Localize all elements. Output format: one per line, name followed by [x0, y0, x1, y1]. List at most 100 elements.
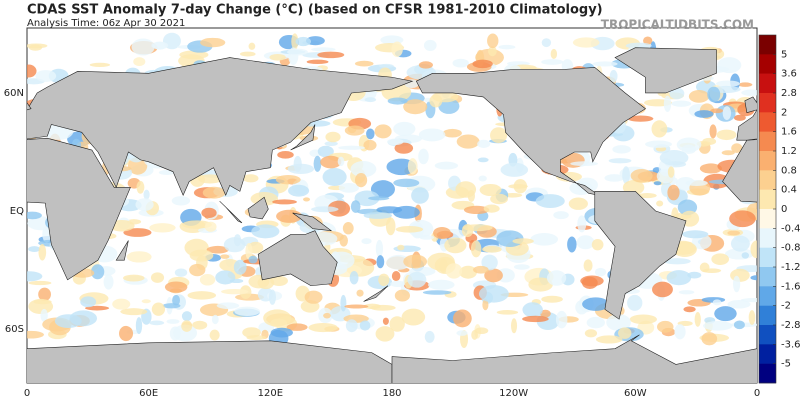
anomaly-patch: [354, 190, 380, 207]
anomaly-patch: [189, 263, 206, 277]
anomaly-patch: [375, 326, 395, 342]
anomaly-patch: [356, 289, 364, 297]
colorbar-tick-label: 2.8: [781, 88, 797, 99]
colorbar-tick-label: 3.6: [781, 69, 797, 80]
anomaly-patch: [496, 310, 519, 315]
landmass: [27, 137, 131, 281]
anomaly-patch: [479, 183, 502, 197]
anomaly-patch: [182, 220, 212, 229]
anomaly-patch: [612, 145, 631, 154]
anomaly-patch: [434, 161, 459, 170]
anomaly-patch: [33, 299, 52, 305]
anomaly-patch: [483, 204, 500, 213]
colorbar-tick-label: 5: [781, 49, 787, 60]
colorbar-band: [759, 305, 776, 326]
anomaly-patch: [403, 99, 428, 115]
anomaly-patch: [141, 299, 151, 304]
anomaly-patch: [327, 200, 351, 217]
anomaly-patch: [535, 194, 565, 208]
colorbar-band: [759, 93, 776, 113]
anomaly-patch: [423, 39, 437, 52]
lon-tick-label: 60W: [624, 388, 647, 399]
anomaly-patch: [375, 239, 384, 258]
anomaly-patch: [201, 207, 217, 219]
anomaly-patch: [38, 243, 47, 261]
anomaly-patch: [166, 319, 180, 324]
anomaly-patch: [701, 332, 718, 346]
anomaly-patch: [308, 323, 338, 333]
anomaly-patch: [592, 61, 618, 67]
anomaly-patch: [653, 181, 662, 186]
landmass: [115, 240, 129, 261]
anomaly-patch: [221, 288, 249, 295]
anomaly-patch: [89, 62, 111, 67]
anomaly-patch: [187, 291, 217, 300]
anomaly-patch: [470, 240, 482, 258]
anomaly-patch: [387, 97, 408, 105]
anomaly-patch: [27, 271, 43, 282]
axes: 0 60E 120E 180 120W 60W 0 60N EQ 60S: [4, 88, 760, 399]
anomaly-patch: [136, 180, 145, 194]
landmass: [391, 334, 757, 383]
landmass: [257, 230, 338, 287]
anomaly-patch: [350, 200, 361, 213]
anomaly-patch: [293, 155, 302, 173]
colorbar-tick-label: -3.6: [781, 339, 800, 350]
landmass: [594, 191, 687, 320]
anomaly-patch: [604, 174, 625, 182]
anomaly-patch: [702, 137, 717, 145]
anomaly-patch: [657, 320, 674, 333]
anomaly-patch: [738, 82, 753, 87]
anomaly-patch: [35, 70, 57, 82]
anomaly-patch: [323, 312, 331, 319]
anomaly-patch: [580, 275, 604, 287]
lon-tick-label: 180: [382, 388, 401, 399]
anomaly-patch: [572, 37, 600, 48]
anomaly-patch: [418, 128, 446, 142]
anomaly-patch: [471, 330, 478, 340]
anomaly-patch: [407, 158, 418, 175]
anomaly-patch: [311, 206, 339, 213]
anomaly-patch: [28, 44, 43, 51]
anomaly-patch: [303, 197, 311, 202]
anomaly-patch: [577, 215, 587, 233]
anomaly-patch: [339, 234, 348, 247]
anomaly-patch: [694, 110, 714, 118]
anomaly-patch: [418, 61, 433, 69]
colorbar-band: [759, 73, 776, 94]
anomaly-patch: [172, 294, 180, 306]
anomaly-patch: [131, 38, 155, 56]
anomaly-patch: [270, 327, 293, 338]
anomaly-patch: [715, 80, 740, 87]
landmass: [27, 102, 32, 111]
colorbar-tick-label: 1.2: [781, 146, 797, 157]
anomaly-patch: [393, 178, 420, 188]
anomaly-patch: [28, 246, 41, 253]
anomaly-patch: [245, 243, 253, 260]
landmass: [290, 124, 316, 151]
colorbar-band: [759, 267, 776, 287]
anomaly-patch: [667, 184, 680, 201]
anomaly-patch: [378, 273, 390, 287]
anomaly-patch: [707, 86, 721, 103]
anomaly-patch: [325, 131, 341, 143]
anomaly-patch: [123, 274, 145, 282]
anomaly-patch: [490, 127, 508, 144]
colorbar-tick-label: -1.6: [781, 281, 800, 292]
anomaly-patch: [317, 145, 334, 158]
anomaly-patch: [669, 87, 685, 100]
anomaly-patch: [120, 308, 148, 316]
anomaly-patch: [394, 289, 410, 302]
anomaly-patch: [512, 238, 534, 245]
anomaly-patch: [206, 245, 229, 254]
anomaly-patch: [729, 210, 756, 228]
landmass: [722, 139, 757, 203]
anomaly-patch: [181, 320, 193, 332]
anomaly-patch: [378, 63, 394, 69]
anomaly-patch: [354, 60, 374, 67]
anomaly-patch: [376, 255, 385, 269]
anomaly-patch: [419, 235, 435, 240]
anomaly-patch: [731, 143, 743, 154]
anomaly-patch: [123, 228, 152, 237]
